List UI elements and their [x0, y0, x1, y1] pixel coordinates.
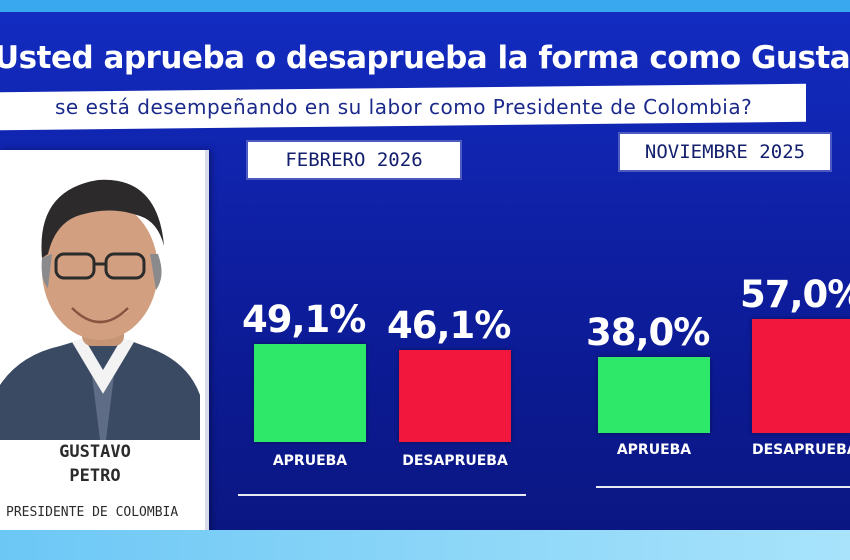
top-strip: [0, 0, 850, 12]
value-label-desaprueba-feb-2026: 46,1%: [387, 304, 511, 347]
person-name-line1: GUSTAVO: [59, 442, 131, 462]
category-label-desaprueba-nov-2025: DESAPRUEBA: [752, 442, 850, 458]
baseline-feb-2026: [238, 494, 526, 496]
bar-aprueba-nov-2025: [598, 357, 710, 433]
period-label-nov-2025: NOVIEMBRE 2025: [620, 134, 830, 170]
portrait-image: [0, 150, 205, 440]
person-name-line2: PETRO: [69, 466, 121, 486]
period-label-feb-2026: FEBRERO 2026: [248, 142, 460, 178]
person-role: PRESIDENTE DE COLOMBIA: [6, 505, 179, 520]
question-subtitle: se está desempeñando en su labor como Pr…: [55, 95, 753, 119]
bar-desaprueba-nov-2025: [752, 319, 850, 433]
question-title: Usted aprueba o desaprueba la forma como…: [0, 40, 850, 76]
person-name: GUSTAVO PETRO: [15, 440, 175, 488]
value-label-aprueba-feb-2026: 49,1%: [242, 298, 366, 341]
category-label-desaprueba-feb-2026: DESAPRUEBA: [402, 453, 508, 469]
category-label-aprueba-feb-2026: APRUEBA: [272, 453, 348, 469]
baseline-nov-2025: [596, 486, 850, 488]
value-label-aprueba-nov-2025: 38,0%: [586, 311, 710, 354]
bottom-strip: [0, 530, 850, 560]
category-label-aprueba-nov-2025: APRUEBA: [616, 442, 692, 458]
value-label-desaprueba-nov-2025: 57,0%: [740, 273, 850, 316]
bar-desaprueba-feb-2026: [399, 350, 511, 442]
bar-aprueba-feb-2026: [254, 344, 366, 442]
